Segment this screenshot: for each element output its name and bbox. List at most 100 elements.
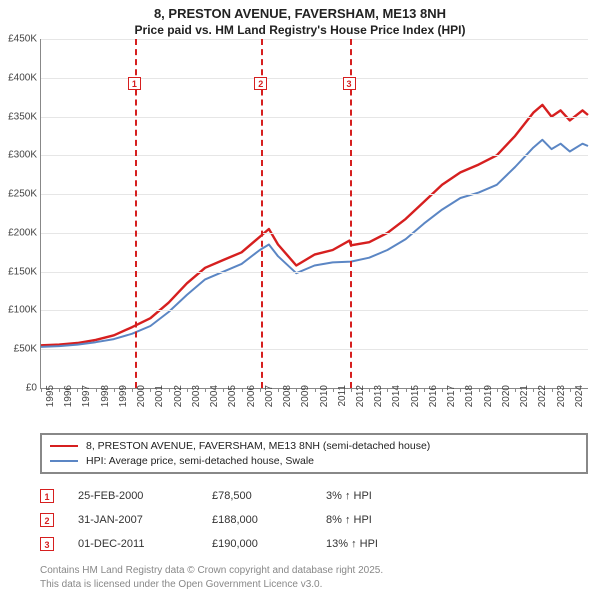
y-axis-label: £150K [1,266,37,277]
x-tick [552,388,553,392]
x-tick [205,388,206,392]
x-axis-label: 2000 [136,385,147,407]
x-tick [406,388,407,392]
gridline [41,194,588,195]
x-axis-label: 2003 [191,385,202,407]
legend-label: 8, PRESTON AVENUE, FAVERSHAM, ME13 8NH (… [86,440,430,452]
x-axis-label: 2018 [464,385,475,407]
x-tick [114,388,115,392]
x-tick [351,388,352,392]
legend-swatch [50,460,78,463]
x-axis-label: 2017 [446,385,457,407]
x-tick [296,388,297,392]
x-tick [387,388,388,392]
chart-container: 8, PRESTON AVENUE, FAVERSHAM, ME13 8NH P… [0,0,600,591]
x-axis-label: 2021 [519,385,530,407]
x-tick [41,388,42,392]
title-line-2: Price paid vs. HM Land Registry's House … [0,23,600,37]
line-series-svg [41,39,588,388]
transaction-marker: 1 [40,489,54,503]
x-tick [59,388,60,392]
transaction-marker: 3 [40,537,54,551]
x-tick [515,388,516,392]
x-axis-label: 2014 [391,385,402,407]
footer-line-2: This data is licensed under the Open Gov… [40,578,588,592]
event-marker: 3 [343,77,356,90]
x-axis-label: 2023 [556,385,567,407]
legend-label: HPI: Average price, semi-detached house,… [86,455,314,467]
x-tick [442,388,443,392]
x-axis-label: 2001 [154,385,165,407]
gridline [41,78,588,79]
x-axis-label: 2004 [209,385,220,407]
gridline [41,349,588,350]
x-tick [187,388,188,392]
footer-attribution: Contains HM Land Registry data © Crown c… [40,564,588,591]
transaction-date: 25-FEB-2000 [78,490,188,502]
x-axis-label: 1997 [81,385,92,407]
y-axis-label: £200K [1,227,37,238]
x-tick [497,388,498,392]
event-vline [261,39,263,388]
gridline [41,39,588,40]
event-marker: 1 [128,77,141,90]
y-axis-label: £350K [1,111,37,122]
chart-titles: 8, PRESTON AVENUE, FAVERSHAM, ME13 8NH P… [0,0,600,39]
x-axis-label: 2024 [574,385,585,407]
x-tick [242,388,243,392]
x-axis-label: 2007 [264,385,275,407]
x-axis-label: 2015 [410,385,421,407]
x-axis-label: 1998 [100,385,111,407]
transaction-pct: 3% ↑ HPI [326,490,436,502]
y-axis-label: £100K [1,305,37,316]
table-row: 3 01-DEC-2011 £190,000 13% ↑ HPI [40,532,588,556]
x-axis-label: 2009 [300,385,311,407]
gridline [41,272,588,273]
x-tick [260,388,261,392]
series-line-hpi [41,140,588,347]
event-vline [135,39,137,388]
y-axis-label: £400K [1,72,37,83]
x-tick [278,388,279,392]
gridline [41,117,588,118]
x-axis-label: 1996 [63,385,74,407]
footer-line-1: Contains HM Land Registry data © Crown c… [40,564,588,578]
transaction-date: 31-JAN-2007 [78,514,188,526]
x-axis-label: 2002 [173,385,184,407]
y-axis-label: £300K [1,150,37,161]
title-line-1: 8, PRESTON AVENUE, FAVERSHAM, ME13 8NH [0,6,600,21]
x-axis-label: 2019 [483,385,494,407]
plot-area: £0£50K£100K£150K£200K£250K£300K£350K£400… [40,39,588,389]
gridline [41,310,588,311]
x-tick [533,388,534,392]
x-axis-label: 2020 [501,385,512,407]
x-tick [424,388,425,392]
legend: 8, PRESTON AVENUE, FAVERSHAM, ME13 8NH (… [40,433,588,474]
x-tick [132,388,133,392]
event-marker: 2 [254,77,267,90]
x-axis-label: 2016 [428,385,439,407]
event-vline [350,39,352,388]
transaction-marker: 2 [40,513,54,527]
x-axis-label: 2022 [537,385,548,407]
transaction-pct: 8% ↑ HPI [326,514,436,526]
transaction-price: £190,000 [212,538,302,550]
x-axis-label: 2005 [227,385,238,407]
y-axis-label: £0 [1,383,37,394]
x-axis-label: 2011 [337,385,348,407]
x-axis-label: 2012 [355,385,366,407]
x-axis-label: 2010 [319,385,330,407]
legend-item: 8, PRESTON AVENUE, FAVERSHAM, ME13 8NH (… [50,440,578,452]
legend-swatch [50,445,78,448]
x-axis-label: 1995 [45,385,56,407]
series-line-price_paid [41,105,588,345]
legend-item: HPI: Average price, semi-detached house,… [50,455,578,467]
x-tick [77,388,78,392]
transaction-date: 01-DEC-2011 [78,538,188,550]
y-axis-label: £450K [1,34,37,45]
x-tick [369,388,370,392]
x-tick [150,388,151,392]
x-tick [315,388,316,392]
x-tick [169,388,170,392]
gridline [41,233,588,234]
